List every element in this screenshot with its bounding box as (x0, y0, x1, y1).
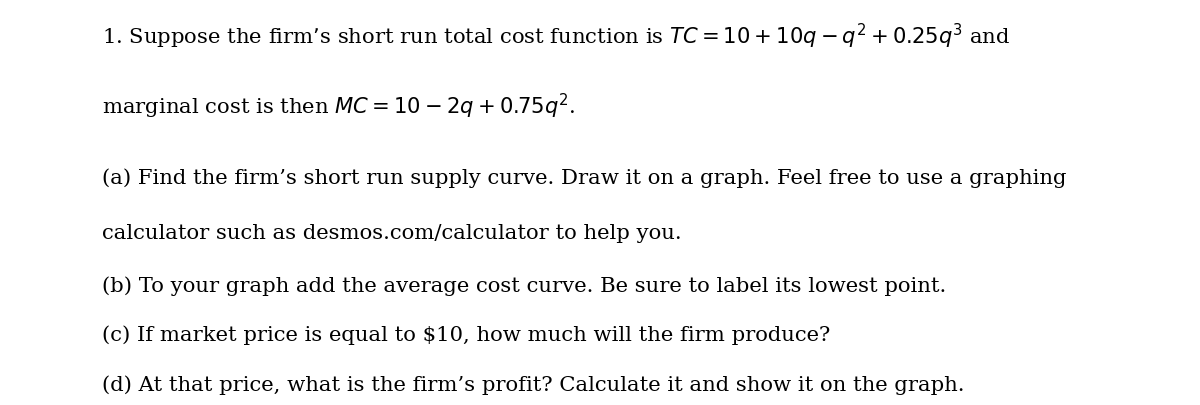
Text: calculator such as desmos.com/calculator to help you.: calculator such as desmos.com/calculator… (102, 224, 682, 243)
Text: (a) Find the firm’s short run supply curve. Draw it on a graph. Feel free to use: (a) Find the firm’s short run supply cur… (102, 168, 1067, 188)
Text: (c) If market price is equal to $10, how much will the firm produce?: (c) If market price is equal to $10, how… (102, 325, 830, 345)
Text: 1. Suppose the firm’s short run total cost function is $TC = 10 + 10q - q^2 + 0.: 1. Suppose the firm’s short run total co… (102, 21, 1010, 51)
Text: (b) To your graph add the average cost curve. Be sure to label its lowest point.: (b) To your graph add the average cost c… (102, 276, 947, 296)
Text: (d) At that price, what is the firm’s profit? Calculate it and show it on the gr: (d) At that price, what is the firm’s pr… (102, 375, 965, 395)
Text: marginal cost is then $MC = 10 - 2q + 0.75q^2$.: marginal cost is then $MC = 10 - 2q + 0.… (102, 92, 576, 122)
